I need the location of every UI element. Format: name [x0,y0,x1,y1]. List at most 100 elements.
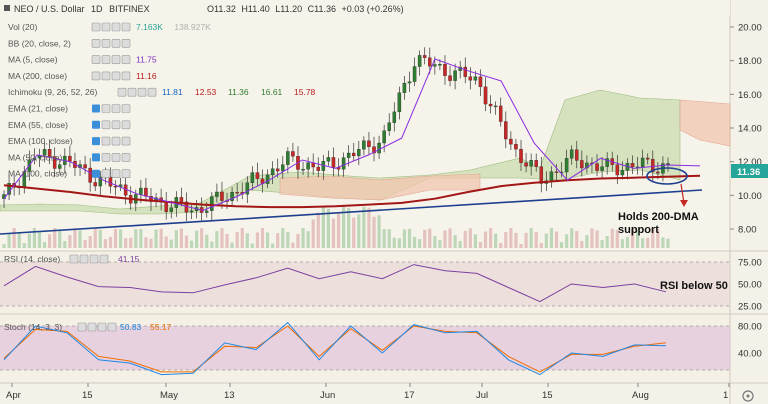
volume-bar [428,228,432,248]
close-icon[interactable] [89,254,99,264]
visibility-icon[interactable] [91,38,101,48]
volume-bar [372,216,376,248]
visibility-icon[interactable] [77,322,87,332]
volume-bar [433,236,437,248]
volume-bar [245,233,249,248]
annotation-arrowhead [680,200,688,207]
close-icon[interactable] [111,120,121,130]
candle-body [7,183,11,195]
more-icon[interactable] [121,120,131,130]
close-icon[interactable] [111,169,121,178]
volume-bar [129,237,133,248]
settings-icon[interactable] [101,136,111,146]
settings-icon[interactable] [101,120,111,130]
volume-bar [423,229,427,248]
visibility-icon[interactable] [92,120,100,129]
more-icon[interactable] [107,322,117,332]
indicator-value: 138.927K [174,22,211,32]
volume-bar [301,228,305,248]
close-icon[interactable] [111,22,121,32]
time-tick-label: 1 [723,390,728,401]
visibility-icon[interactable] [117,87,127,97]
candle-body [326,157,331,162]
rsi-value: 41.15 [118,254,140,264]
indicator-value: 16.61 [261,87,283,97]
visibility-icon[interactable] [69,254,79,264]
close-icon[interactable] [111,55,121,64]
settings-icon[interactable] [101,71,111,81]
more-icon[interactable] [121,22,131,32]
more-icon[interactable] [121,55,131,64]
candle-body [215,191,219,197]
ascending-trendline [0,189,703,235]
close-icon[interactable] [111,104,121,113]
candle-body [235,191,239,194]
volume-bar [260,228,265,248]
visibility-icon[interactable] [91,22,101,32]
visibility-icon[interactable] [92,137,100,146]
settings-icon[interactable] [101,169,111,178]
close-icon[interactable] [111,38,121,48]
settings-icon[interactable] [101,104,111,113]
volume-bar [585,235,589,248]
settings-icon[interactable] [101,55,111,64]
more-icon[interactable] [121,38,131,48]
volume-bar [352,217,356,248]
volume-bar [17,232,21,248]
rsi-tick-label: 75.00 [738,258,762,269]
support-highlight-ellipse [646,167,688,185]
time-tick-label: 13 [224,390,235,401]
volume-bar [504,232,508,248]
candle-body [397,92,402,113]
settings-icon[interactable] [79,254,89,264]
settings-icon[interactable] [101,22,111,32]
more-icon[interactable] [99,254,109,264]
candle-body [448,75,452,81]
close-icon[interactable] [111,71,121,81]
close-icon[interactable] [111,136,121,146]
more-icon[interactable] [121,136,131,146]
indicator-label: Vol (20) [8,22,37,32]
candle-body [402,82,407,93]
volume-bar [412,236,417,248]
volume-bar [661,237,665,248]
candle-body [346,152,351,158]
ma-5-line [3,58,701,212]
settings-icon[interactable] [101,38,111,48]
time-tick-label: May [160,390,178,401]
candle-body [539,166,544,184]
visibility-icon[interactable] [91,71,101,81]
price-tick-label: 8.00 [738,225,757,236]
collapse-icon[interactable] [4,5,10,11]
more-icon[interactable] [121,71,131,81]
settings-icon[interactable] [87,322,97,332]
more-icon[interactable] [121,153,131,162]
visibility-icon[interactable] [91,55,101,64]
volume-bar [641,238,645,248]
volume-bar [215,231,219,248]
chart-settings-icon[interactable] [742,390,754,402]
candle-body [651,159,655,173]
more-icon[interactable] [121,104,131,113]
indicator-label: EMA (100, close) [8,136,73,146]
candle-body [265,174,270,184]
candle-body [341,157,346,170]
more-icon[interactable] [147,87,157,97]
close-icon[interactable] [97,322,107,332]
close-icon[interactable] [111,153,121,162]
visibility-icon[interactable] [92,153,100,162]
visibility-icon[interactable] [92,104,100,113]
more-icon[interactable] [121,169,131,178]
candle-body [412,66,417,82]
candle-body [509,138,513,145]
volume-bar [195,230,199,248]
ma-200-line [3,174,701,209]
indicator-label: MA (200, close) [8,71,67,81]
candle-body [468,76,473,81]
settings-icon[interactable] [127,87,137,97]
close-icon[interactable] [137,87,147,97]
candle-body [463,66,468,77]
settings-icon[interactable] [101,153,111,162]
visibility-icon[interactable] [92,169,100,178]
price-tick-label: 14.00 [738,124,762,135]
